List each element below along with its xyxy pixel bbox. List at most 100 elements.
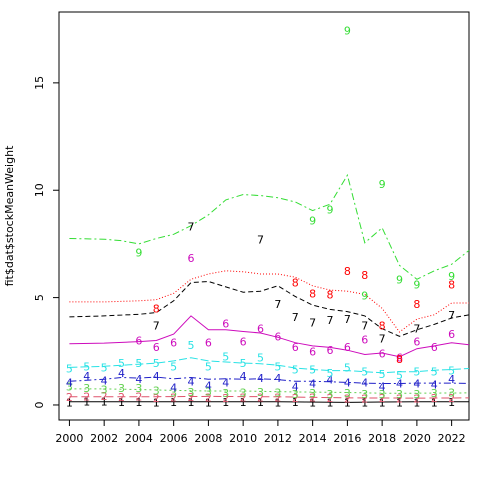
data-point-4: 4: [222, 376, 229, 389]
data-point-1: 1: [413, 396, 420, 409]
data-point-2: 2: [240, 392, 247, 405]
data-point-9: 9: [396, 273, 403, 286]
data-point-2: 2: [396, 393, 403, 406]
data-point-3: 3: [361, 388, 368, 401]
data-point-5: 5: [309, 364, 316, 377]
data-point-3: 3: [431, 387, 438, 400]
data-point-5: 5: [448, 365, 455, 378]
data-point-8: 8: [153, 302, 160, 315]
data-point-1: 1: [396, 397, 403, 410]
data-point-9: 9: [309, 214, 316, 227]
x-tick-label: 2022: [438, 432, 466, 445]
data-point-5: 5: [188, 339, 195, 352]
data-point-2: 2: [309, 391, 316, 404]
data-point-1: 1: [222, 396, 229, 409]
data-point-5: 5: [396, 369, 403, 382]
data-point-3: 3: [170, 387, 177, 400]
data-point-4: 4: [101, 374, 108, 387]
data-point-6: 6: [240, 336, 247, 349]
data-point-2: 2: [83, 390, 90, 403]
data-point-7: 7: [344, 313, 351, 326]
data-point-3: 3: [344, 387, 351, 400]
data-point-4: 4: [83, 370, 90, 383]
data-point-6: 6: [188, 252, 195, 265]
data-point-6: 6: [292, 341, 299, 354]
data-point-3: 3: [292, 388, 299, 401]
y-tick-label: 10: [33, 183, 46, 197]
data-point-6: 6: [170, 337, 177, 350]
data-point-1: 1: [292, 396, 299, 409]
data-point-7: 7: [292, 311, 299, 324]
series-points: 1 1 1 1 1 1 1 1 1 1 1 1 1 1 1 1 1 1 1 1 1 1 12 2 2 2 2 2 2 2 2 2 2 2 2 2 2 2 2…: [66, 24, 455, 409]
x-tick-label: 2012: [264, 432, 292, 445]
data-point-9: 9: [413, 279, 420, 292]
data-point-1: 1: [153, 396, 160, 409]
data-point-5: 5: [240, 357, 247, 370]
data-point-6: 6: [413, 336, 420, 349]
data-point-5: 5: [118, 357, 125, 370]
y-tick-label: 5: [33, 294, 46, 301]
data-point-3: 3: [240, 387, 247, 400]
data-point-5: 5: [344, 361, 351, 374]
data-point-9: 9: [361, 289, 368, 302]
data-point-8: 8: [309, 287, 316, 300]
data-point-4: 4: [257, 372, 264, 385]
data-point-3: 3: [188, 386, 195, 399]
fit-line-5: [69, 357, 470, 374]
data-point-5: 5: [66, 362, 73, 375]
data-point-6: 6: [431, 341, 438, 354]
fit-line-4: [69, 376, 470, 384]
data-point-3: 3: [66, 381, 73, 394]
data-point-1: 1: [66, 396, 73, 409]
data-point-5: 5: [361, 366, 368, 379]
data-point-7: 7: [188, 221, 195, 234]
data-point-6: 6: [222, 317, 229, 330]
data-point-1: 1: [379, 397, 386, 410]
data-point-5: 5: [153, 357, 160, 370]
x-tick-label: 2020: [403, 432, 431, 445]
data-point-1: 1: [118, 396, 125, 409]
data-point-4: 4: [170, 381, 177, 394]
data-point-2: 2: [205, 391, 212, 404]
data-point-3: 3: [153, 384, 160, 397]
x-tick-label: 2018: [368, 432, 396, 445]
data-point-3: 3: [448, 387, 455, 400]
data-point-3: 3: [309, 387, 316, 400]
data-point-2: 2: [292, 392, 299, 405]
data-point-5: 5: [205, 360, 212, 373]
x-tick-label: 2000: [55, 432, 83, 445]
data-point-4: 4: [66, 376, 73, 389]
data-point-3: 3: [222, 387, 229, 400]
data-point-5: 5: [257, 352, 264, 365]
data-point-6: 6: [205, 337, 212, 350]
data-point-7: 7: [309, 316, 316, 329]
data-point-2: 2: [257, 392, 264, 405]
data-point-1: 1: [361, 397, 368, 410]
data-point-1: 1: [431, 396, 438, 409]
fit-line-6: [69, 315, 470, 358]
data-point-2: 2: [118, 391, 125, 404]
series-lines: [69, 173, 470, 403]
data-point-3: 3: [257, 386, 264, 399]
data-point-8: 8: [413, 298, 420, 311]
data-point-3: 3: [135, 382, 142, 395]
data-point-3: 3: [379, 388, 386, 401]
data-point-3: 3: [205, 386, 212, 399]
data-point-1: 1: [135, 396, 142, 409]
data-point-1: 1: [240, 396, 247, 409]
y-tick-label: 0: [33, 401, 46, 408]
data-point-6: 6: [361, 333, 368, 346]
data-point-6: 6: [257, 323, 264, 336]
data-point-6: 6: [153, 341, 160, 354]
data-point-6: 6: [379, 347, 386, 360]
data-point-5: 5: [431, 366, 438, 379]
data-point-5: 5: [101, 361, 108, 374]
fit-line-7: [69, 280, 470, 337]
data-point-6: 6: [274, 330, 281, 343]
data-point-7: 7: [153, 320, 160, 333]
data-point-4: 4: [327, 374, 334, 387]
data-point-2: 2: [274, 392, 281, 405]
data-point-4: 4: [448, 373, 455, 386]
data-point-1: 1: [170, 396, 177, 409]
